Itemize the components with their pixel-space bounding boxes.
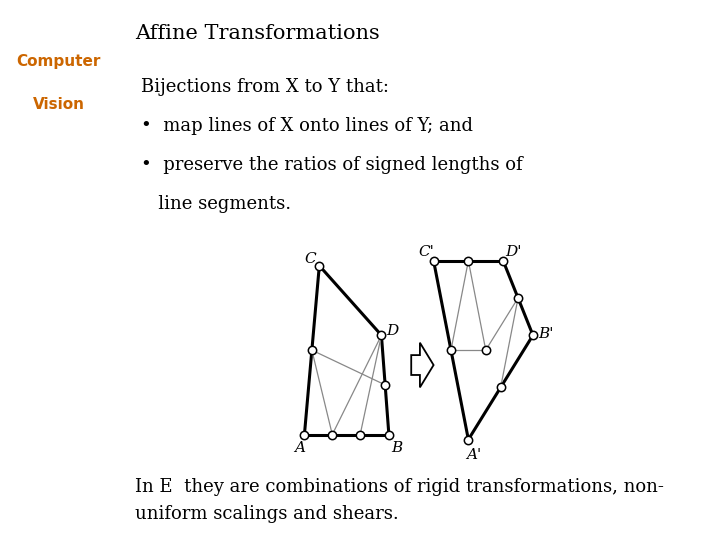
Text: uniform scalings and shears.: uniform scalings and shears. xyxy=(135,505,399,523)
Text: Bijections from X to Y that:: Bijections from X to Y that: xyxy=(141,78,390,96)
Text: A': A' xyxy=(466,448,481,462)
Text: C': C' xyxy=(418,245,435,259)
Text: Vision: Vision xyxy=(32,97,85,112)
Text: Computer: Computer xyxy=(17,54,101,69)
Text: •  preserve the ratios of signed lengths of: • preserve the ratios of signed lengths … xyxy=(141,156,523,174)
Text: B': B' xyxy=(538,327,554,341)
Text: line segments.: line segments. xyxy=(141,195,292,213)
FancyArrow shape xyxy=(411,343,433,387)
Text: •  map lines of X onto lines of Y; and: • map lines of X onto lines of Y; and xyxy=(141,117,474,135)
Text: D: D xyxy=(387,324,399,338)
Text: C: C xyxy=(305,252,316,266)
Text: Affine Transformations: Affine Transformations xyxy=(135,24,380,43)
Text: D': D' xyxy=(505,245,522,259)
Text: In E  they are combinations of rigid transformations, non-: In E they are combinations of rigid tran… xyxy=(135,478,665,496)
Text: B: B xyxy=(392,441,402,455)
Text: A: A xyxy=(294,441,305,455)
